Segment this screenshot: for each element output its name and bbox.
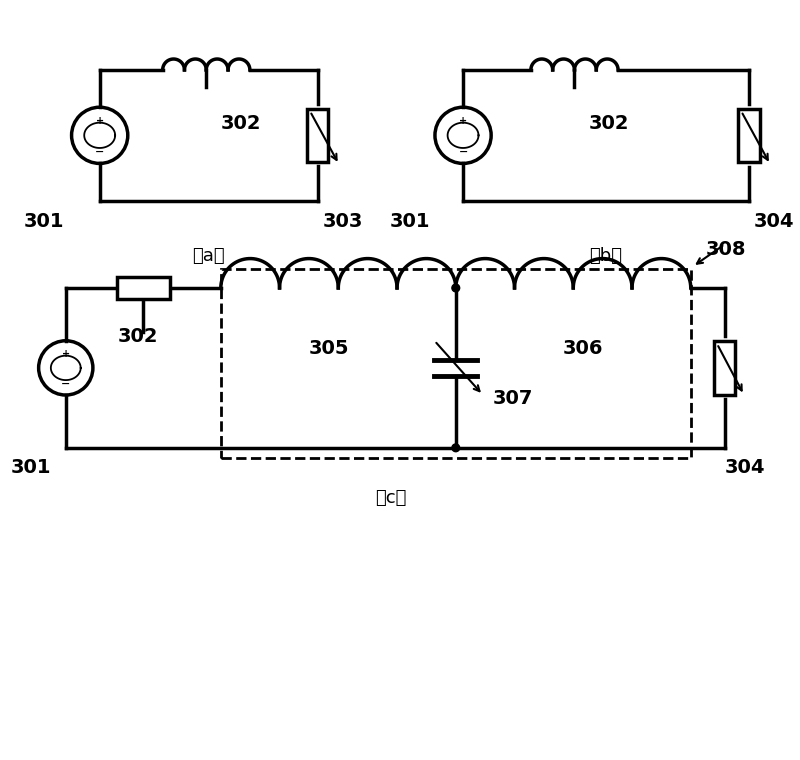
Text: −: − bbox=[61, 378, 70, 388]
Text: 302: 302 bbox=[589, 114, 630, 133]
Text: 304: 304 bbox=[754, 212, 794, 231]
Text: +: + bbox=[62, 349, 70, 359]
Text: 304: 304 bbox=[725, 458, 765, 477]
Text: 307: 307 bbox=[493, 389, 533, 408]
Text: +: + bbox=[96, 116, 104, 125]
Text: 302: 302 bbox=[221, 114, 262, 133]
Bar bbox=[714, 341, 735, 394]
Bar bbox=[307, 109, 328, 162]
Bar bbox=[117, 277, 170, 299]
Text: 308: 308 bbox=[706, 240, 746, 259]
Bar bbox=[738, 109, 759, 162]
Text: （b）: （b） bbox=[590, 247, 622, 265]
Bar bbox=[221, 268, 690, 458]
Text: 301: 301 bbox=[390, 212, 430, 231]
Circle shape bbox=[452, 284, 460, 292]
Text: （c）: （c） bbox=[374, 489, 406, 506]
Text: 301: 301 bbox=[10, 458, 51, 477]
Text: −: − bbox=[95, 147, 104, 157]
Text: （a）: （a） bbox=[192, 247, 225, 265]
Text: 301: 301 bbox=[23, 212, 64, 231]
Text: 302: 302 bbox=[118, 327, 158, 346]
Text: 303: 303 bbox=[322, 212, 363, 231]
Text: 305: 305 bbox=[308, 338, 349, 357]
Text: 306: 306 bbox=[562, 338, 603, 357]
Text: +: + bbox=[459, 116, 467, 125]
Text: −: − bbox=[458, 147, 468, 157]
Circle shape bbox=[452, 444, 460, 451]
